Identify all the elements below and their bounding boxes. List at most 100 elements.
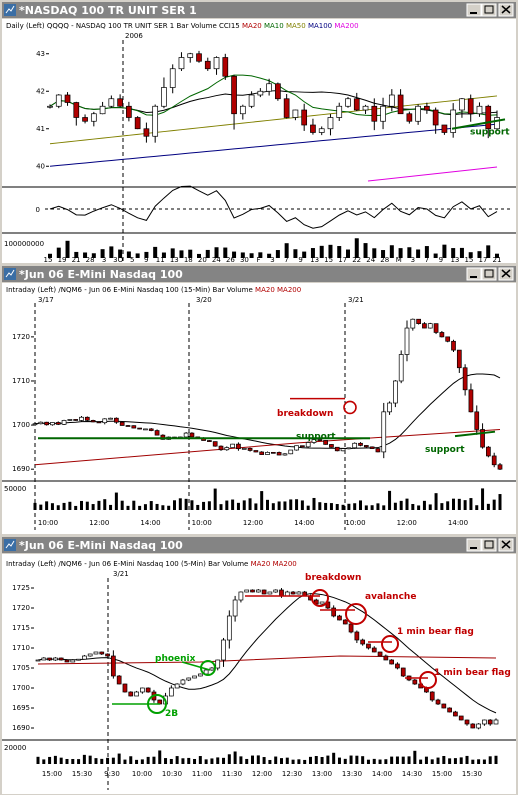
candle xyxy=(114,417,119,423)
support-line xyxy=(454,430,496,438)
candle xyxy=(383,655,389,661)
candle xyxy=(491,455,497,466)
volume-bar xyxy=(83,252,88,258)
candle xyxy=(485,105,492,130)
maximize-icon[interactable] xyxy=(481,267,497,281)
volume-bar xyxy=(100,249,105,258)
minimize-icon[interactable] xyxy=(466,267,482,281)
x-tick-label: 13 xyxy=(450,256,459,264)
volume-bar xyxy=(271,503,275,510)
title-bar[interactable] xyxy=(2,2,516,18)
maximize-icon[interactable] xyxy=(481,538,497,552)
candle xyxy=(96,421,102,424)
volume-bar xyxy=(372,758,376,764)
volume-bar xyxy=(361,756,365,764)
x-tick-label: 12:00 xyxy=(397,519,417,527)
volume-bar xyxy=(376,503,380,510)
candle xyxy=(276,452,282,456)
candle xyxy=(244,589,250,593)
maximize-icon[interactable] xyxy=(481,3,497,17)
x-tick-label: M xyxy=(396,256,402,264)
volume-bar xyxy=(308,756,312,764)
candle xyxy=(400,667,406,677)
volume-bar xyxy=(266,499,269,510)
window-title: *Jun 06 E-Mini Nasdaq 100 xyxy=(19,268,183,281)
date-mark: 3/17 xyxy=(38,296,54,304)
candle xyxy=(296,591,302,595)
candle xyxy=(336,105,343,118)
x-tick-label: 15:00 xyxy=(42,770,62,778)
candle xyxy=(99,105,106,115)
x-tick-label: 14:00 xyxy=(372,770,392,778)
volume-bar xyxy=(248,498,252,510)
volume-bar xyxy=(132,500,136,510)
close-icon[interactable] xyxy=(498,3,514,17)
volume-bar xyxy=(65,758,69,764)
candle xyxy=(116,675,122,685)
x-tick-label: 10:00 xyxy=(192,519,212,527)
ma200-line xyxy=(367,166,498,182)
close-icon[interactable] xyxy=(498,538,514,552)
y-tick-label: 1705 xyxy=(12,664,30,672)
candle xyxy=(73,419,79,421)
phoenix-line xyxy=(181,661,211,671)
x-tick-label: 24 xyxy=(212,256,221,264)
candle xyxy=(480,429,485,448)
price-plot: 1725 1720 1715 1710 1705 1700 1695 1690 xyxy=(12,578,499,790)
volume-tick: 20000 xyxy=(4,744,26,752)
minimize-icon[interactable] xyxy=(466,538,482,552)
volume-bar xyxy=(300,500,304,510)
volume-bar xyxy=(152,756,156,764)
candle xyxy=(422,323,427,329)
x-tick-label: 3O xyxy=(113,256,123,264)
volume-bar xyxy=(291,759,295,764)
volume-bar xyxy=(173,500,176,510)
candle xyxy=(377,651,383,657)
x-tick-label: 5 xyxy=(130,256,134,264)
close-icon[interactable] xyxy=(498,267,514,281)
candle xyxy=(366,643,371,649)
volume-bar xyxy=(267,253,272,258)
candle xyxy=(79,416,84,421)
x-tick-label: 14:00 xyxy=(448,519,468,527)
x-axis: 15:00 15:30 9:30 10:00 10:30 11:00 11:30 12:00 1… xyxy=(42,770,482,778)
candle xyxy=(334,446,340,452)
chart-area xyxy=(2,283,516,534)
candle xyxy=(53,657,58,661)
volume-bar xyxy=(170,248,175,258)
candle xyxy=(395,663,400,669)
title-bar[interactable] xyxy=(2,537,516,553)
candle xyxy=(255,589,261,593)
volume-bar xyxy=(312,497,316,510)
volume-bar xyxy=(91,504,95,510)
candle xyxy=(145,687,151,693)
y-tick-label: 1720 xyxy=(12,333,30,341)
candle xyxy=(47,105,53,108)
volume-bar xyxy=(251,755,255,764)
x-tick-label: 10:00 xyxy=(38,519,58,527)
volume-bar xyxy=(213,488,217,510)
volume-bar xyxy=(123,759,127,764)
title-bar[interactable] xyxy=(2,266,516,282)
volume-bar xyxy=(114,492,118,510)
volume-bar xyxy=(486,245,491,258)
ma50-line xyxy=(49,95,498,145)
candle xyxy=(73,102,80,118)
volume-bar xyxy=(343,758,347,764)
volume-bar xyxy=(184,498,188,510)
candle xyxy=(250,589,255,593)
candle xyxy=(416,318,421,324)
x-tick-label: 28 xyxy=(380,256,389,264)
volume-bar xyxy=(204,759,208,764)
annotation-phoenix: phoenix xyxy=(155,654,196,664)
candle xyxy=(354,631,360,641)
candle xyxy=(218,445,224,451)
candle xyxy=(32,423,38,426)
candle xyxy=(131,425,137,429)
x-tick-label: 26 xyxy=(226,256,235,264)
candle xyxy=(143,128,150,137)
minimize-icon[interactable] xyxy=(466,3,482,17)
candle xyxy=(64,94,71,103)
x-tick-label: 15:30 xyxy=(72,770,92,778)
